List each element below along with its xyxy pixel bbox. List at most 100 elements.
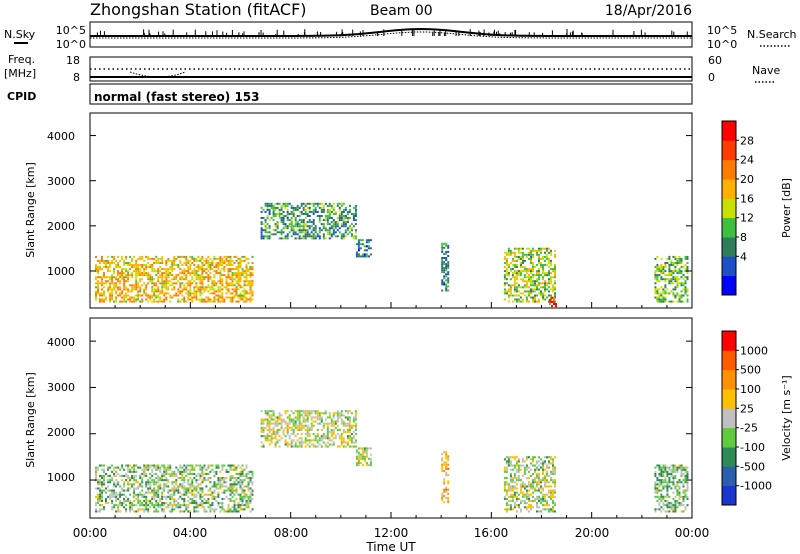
heatmap-cell (151, 268, 154, 271)
heatmap-cell (441, 261, 444, 264)
heatmap-cell (175, 264, 178, 266)
heatmap-cell (229, 497, 232, 500)
heatmap-cell (507, 249, 510, 252)
heatmap-cell (330, 206, 333, 209)
heatmap-cell (272, 206, 275, 209)
heatmap-cell (363, 447, 366, 450)
heatmap-cell (359, 457, 362, 460)
heatmap-cell (171, 262, 174, 264)
heatmap-cell (443, 275, 446, 278)
heatmap-cell (509, 278, 512, 281)
heatmap-cell (536, 251, 538, 254)
heatmap-cell (540, 462, 542, 465)
heatmap-cell (233, 510, 236, 513)
heatmap-cell (167, 489, 170, 492)
heatmap-cell (550, 458, 552, 461)
heatmap-cell (550, 264, 552, 266)
heatmap-cell (151, 276, 154, 279)
heatmap-cell (209, 276, 212, 279)
heatmap-cell (288, 435, 291, 438)
heatmap-cell (189, 280, 192, 283)
heatmap-cell (355, 253, 358, 256)
heatmap-cell (189, 472, 192, 475)
heatmap-cell (676, 470, 679, 473)
heatmap-cell (332, 202, 335, 205)
heatmap-cell (183, 255, 186, 258)
heatmap-cell (330, 428, 333, 431)
heatmap-cell (536, 504, 538, 507)
heatmap-cell (441, 279, 444, 282)
heatmap-cell (231, 483, 234, 486)
heatmap-cell (302, 416, 305, 419)
heatmap-cell (503, 278, 506, 281)
heatmap-cell (674, 466, 677, 469)
heatmap-cell (163, 479, 166, 482)
heatmap-cell (235, 288, 238, 291)
heatmap-cell (365, 455, 368, 458)
heatmap-cell (171, 266, 174, 268)
heatmap-cell (243, 504, 246, 507)
heatmap-cell (147, 278, 150, 281)
heatmap-cell (123, 489, 126, 492)
heatmap-cell (251, 280, 254, 283)
heatmap-cell (660, 479, 663, 482)
heatmap-cell (187, 296, 190, 299)
heatmap-cell (505, 466, 508, 469)
heatmap-cell (509, 262, 512, 264)
heatmap-cell (103, 479, 105, 482)
heatmap-cell (316, 445, 319, 448)
heatmap-cell (525, 298, 528, 301)
heatmap-cell (249, 290, 252, 293)
heatmap-cell (445, 267, 448, 270)
heatmap-cell (187, 262, 190, 264)
heatmap-cell (201, 264, 204, 266)
heatmap-cell (304, 410, 307, 413)
heatmap-cell (243, 290, 246, 293)
heatmap-cell (262, 229, 265, 232)
heatmap-cell (548, 510, 550, 513)
heatmap-cell (300, 202, 303, 205)
heatmap-cell (141, 264, 144, 266)
heatmap-cell (441, 271, 444, 274)
heatmap-cell (546, 296, 548, 299)
heatmap-cell (169, 495, 172, 498)
heatmap-cell (278, 435, 281, 438)
heatmap-cell (159, 497, 162, 500)
heatmap-cell (221, 282, 224, 285)
heatmap-cell (209, 487, 212, 490)
heatmap-cell (536, 286, 538, 289)
heatmap-cell (528, 278, 530, 281)
heatmap-cell (264, 435, 267, 438)
heatmap-cell (211, 292, 214, 295)
heatmap-cell (161, 472, 164, 475)
heatmap-cell (686, 272, 689, 275)
heatmap-cell (225, 477, 228, 480)
heatmap-cell (312, 439, 315, 442)
heatmap-cell (348, 204, 351, 207)
heatmap-cell (503, 466, 506, 469)
heatmap-cell (163, 485, 166, 488)
heatmap-cell (515, 270, 518, 273)
heatmap-cell (119, 266, 122, 268)
heatmap-cell (129, 506, 132, 509)
heatmap-cell (211, 300, 214, 303)
heatmap-cell (201, 491, 204, 494)
heatmap-cell (554, 280, 556, 283)
heatmap-cell (103, 506, 105, 509)
heatmap-cell (550, 462, 552, 465)
heatmap-cell (133, 477, 136, 480)
heatmap-cell (441, 459, 444, 462)
heatmap-cell (215, 499, 218, 502)
heatmap-cell (344, 416, 347, 419)
heatmap-cell (304, 211, 307, 213)
heatmap-cell (203, 493, 206, 496)
heatmap-cell (207, 497, 210, 500)
heatmap-cell (511, 489, 514, 492)
heatmap-cell (103, 276, 105, 279)
heatmap-cell (143, 474, 146, 477)
heatmap-cell (153, 483, 156, 486)
heatmap-cell (298, 426, 301, 429)
heatmap-cell (365, 462, 368, 465)
heatmap-cell (304, 437, 307, 440)
heatmap-cell (540, 262, 542, 264)
